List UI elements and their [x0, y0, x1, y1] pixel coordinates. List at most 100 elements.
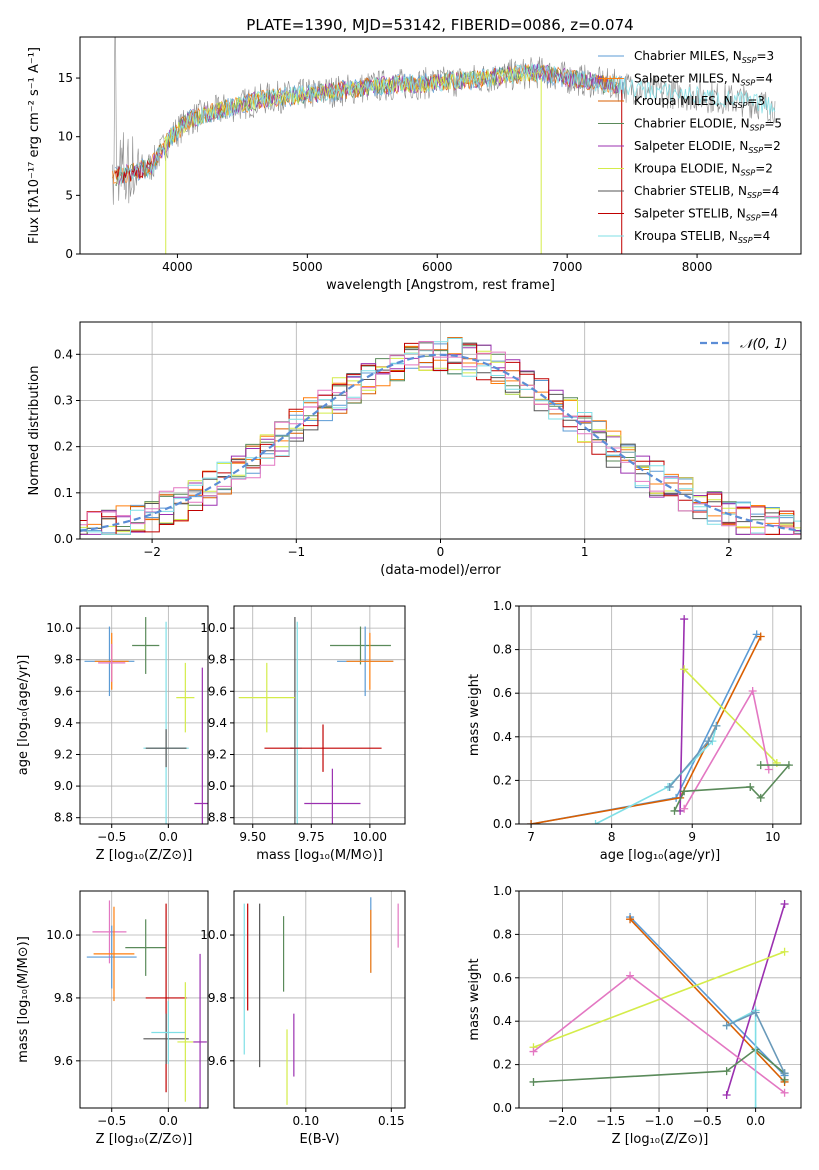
residual-histogram-step — [80, 342, 801, 535]
z_weight-point-marker — [626, 971, 635, 980]
z_age-ylabel: age [log₁₀(age/yr)] — [16, 655, 31, 776]
z_weight-ytick-label: 0.6 — [493, 971, 512, 985]
spectrum-legend-sub: SSP — [748, 146, 763, 155]
spectrum-frame — [79, 36, 802, 255]
z_mass-errorbar-point — [193, 953, 207, 1108]
z_weight-series-line — [629, 918, 786, 1083]
spectrum-legend-label: Chabrier ELODIE, NSSP=5 — [634, 117, 782, 133]
z_age-ytick-label: 9.8 — [54, 653, 73, 667]
z_mass-frame — [79, 890, 209, 1109]
spectrum-series-line — [118, 63, 776, 185]
z_mass-errorbar-point — [143, 1013, 189, 1064]
spectrum-legend-name: Salpeter MILES, N — [634, 72, 741, 86]
z_age-ytick-label: 9.0 — [54, 779, 73, 793]
z_age-ytick-label: 9.6 — [54, 684, 73, 698]
spectrum-panel: 4000 5000 6000 7000 8000 0 5 10 15 wavelength [An… — [27, 36, 802, 293]
mass_age-panel: 9.50 9.75 10.00 8.8 9.0 9.2 9.4 9.6 9.8 10.0 mass … — [200, 605, 406, 863]
spectrum-ytick-label: 5 — [65, 188, 73, 202]
residual-histogram-step — [80, 350, 801, 533]
spectrum-legend-sub: SSP — [738, 236, 753, 245]
age_weight-ylabel: mass weight — [467, 674, 482, 756]
z_age-frame — [79, 605, 209, 825]
mass_age-xtick-label: 9.75 — [298, 830, 325, 844]
z_mass-errorbar-point — [151, 1001, 186, 1064]
z_weight-xtick-label: −1.0 — [644, 1114, 673, 1128]
mass_age-errorbar-point — [346, 632, 394, 690]
mass_age-plot-area — [238, 617, 394, 824]
residuals-ytick-label: 0.0 — [54, 532, 73, 546]
age_weight-point-marker — [680, 804, 689, 813]
spectrum-ytick-label: 0 — [65, 247, 73, 261]
spectrum-series-line — [164, 65, 542, 145]
z_age-panel: −0.5 0.0 8.8 9.0 9.2 9.4 9.6 9.8 10.0 Z [log₁₀(Z/… — [16, 605, 209, 863]
spectrum-legend-sub: SSP — [733, 101, 748, 110]
z_weight-point-marker — [722, 1021, 731, 1030]
ebv_mass-panel: 0.10 0.15 9.6 9.8 10.0 E(B-V) — [200, 890, 406, 1147]
age_weight-ytick-label: 0.2 — [493, 773, 512, 787]
spectrum-legend-name: Salpeter STELIB, N — [634, 207, 746, 221]
z_weight-xlabel: Z [log₁₀(Z/Z⊙)] — [612, 1132, 709, 1147]
z_weight-point-marker — [626, 915, 635, 924]
spectrum-legend-suffix: =2 — [763, 139, 781, 153]
z_weight-series-line — [533, 951, 785, 1048]
z_weight-frame — [518, 890, 802, 1109]
age_weight-point-marker — [784, 761, 793, 770]
z_weight-point-marker — [722, 1067, 731, 1076]
mass_age-xlabel: mass [log₁₀(M/M⊙)] — [256, 848, 383, 863]
ebv_mass-xlabel: E(B-V) — [299, 1132, 339, 1147]
residuals-xtick-label: 1 — [581, 545, 589, 559]
z_mass-xtick-label: −0.5 — [97, 1114, 126, 1128]
spectrum-legend-label: Chabrier MILES, NSSP=3 — [634, 49, 774, 65]
age_weight-point-marker — [591, 820, 600, 824]
age_weight-xtick-label: 8 — [608, 830, 616, 844]
age_weight-point-marker — [680, 665, 689, 674]
age_weight-point-marker — [746, 782, 755, 791]
z_weight-point-marker — [751, 1104, 760, 1108]
z_weight-ytick-label: 0.4 — [493, 1014, 512, 1028]
spectrum-legend-sub: SSP — [746, 214, 761, 223]
spectrum-xtick-label: 8000 — [682, 260, 713, 274]
age_weight-ytick-label: 0.0 — [493, 817, 512, 831]
age_weight-point-marker — [680, 787, 689, 796]
residual-histogram-step — [80, 345, 801, 535]
z_age-xtick-label: −0.5 — [97, 830, 126, 844]
age_weight-ytick-label: 1.0 — [493, 599, 512, 613]
z_weight-point-marker — [751, 1008, 760, 1017]
spectrum-plot-area — [112, 37, 776, 254]
age_weight-point-marker — [752, 630, 761, 639]
z_age-xlabel: Z [log₁₀(Z/Z⊙)] — [96, 848, 193, 863]
spectrum-legend-name: Kroupa MILES, N — [634, 94, 733, 108]
age_weight-ytick-label: 0.8 — [493, 643, 512, 657]
spectrum-legend-suffix: =5 — [764, 117, 782, 131]
residuals-xlabel: (data-model)/error — [380, 563, 501, 578]
spectrum-legend-name: Chabrier STELIB, N — [634, 184, 747, 198]
age_weight-frame — [518, 605, 802, 825]
mass_age-xtick-label: 9.50 — [239, 830, 266, 844]
spectrum-xtick-label: 7000 — [552, 260, 583, 274]
figure-title: PLATE=1390, MJD=53142, FIBERID=0086, z=0… — [246, 16, 633, 34]
mass_age-errorbar-point — [238, 662, 295, 733]
mass_age-errorbar-point — [330, 626, 391, 665]
spectrum-legend-name: Chabrier ELODIE, N — [634, 117, 750, 131]
z_weight-panel: −2.0 −1.5 −1.0 −0.5 0.0 0.0 0.2 0.4 0.6 0.8 1.0 Z [… — [467, 884, 802, 1147]
spectrum-legend-label: Salpeter STELIB, NSSP=4 — [634, 207, 778, 223]
z_weight-point-marker — [780, 900, 789, 909]
z_mass-errorbar-point — [92, 900, 127, 964]
z_weight-ytick-label: 0.8 — [493, 927, 512, 941]
age_weight-series-line — [673, 764, 791, 812]
z_weight-plot-area — [529, 900, 789, 1108]
residual-histogram-step — [80, 337, 801, 535]
age_weight-xlabel: age [log₁₀(age/yr)] — [600, 848, 721, 863]
residuals-xtick-label: −2 — [143, 545, 161, 559]
residual-histogram-step — [80, 341, 801, 535]
z_weight-point-marker — [780, 1069, 789, 1078]
ebv_mass-ytick-label: 9.8 — [208, 991, 227, 1005]
age_weight-point-marker — [756, 793, 765, 802]
residuals-xtick-label: 2 — [725, 545, 733, 559]
mass_age-frame — [233, 605, 406, 825]
age_weight-point-marker — [704, 737, 713, 746]
age_weight-xtick-label: 7 — [527, 830, 535, 844]
spectrum-legend-suffix: =4 — [755, 72, 773, 86]
spectrum-legend-name: Kroupa ELODIE, N — [634, 162, 741, 176]
